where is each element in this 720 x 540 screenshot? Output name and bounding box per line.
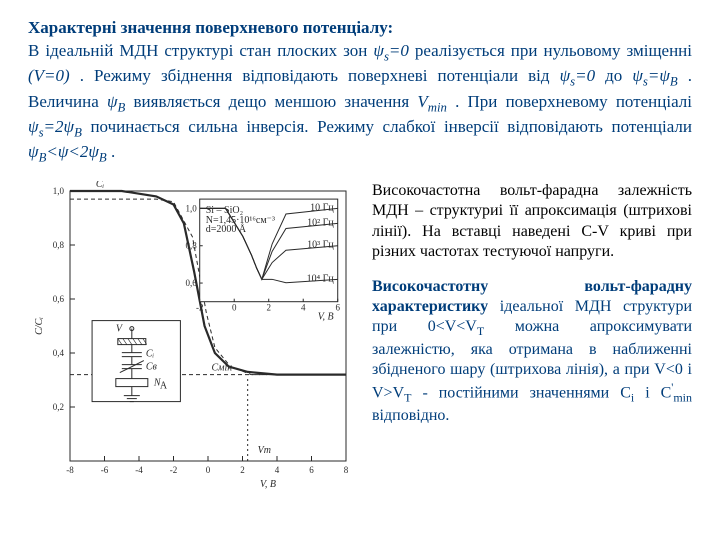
text-to: до: [605, 66, 632, 85]
svg-text:0,6: 0,6: [53, 294, 65, 304]
text-frag: виявляється дещо меншою значення: [134, 92, 418, 111]
svg-text:1,0: 1,0: [53, 186, 65, 196]
svg-text:d=2000 Å: d=2000 Å: [206, 223, 247, 235]
svg-text:8: 8: [344, 465, 349, 475]
psi-s0: ψs=0: [560, 66, 596, 85]
svg-text:Cᵢ: Cᵢ: [146, 348, 155, 359]
text-frag: починається сильна інверсія. Режиму слаб…: [90, 117, 692, 136]
svg-text:6: 6: [309, 465, 314, 475]
svg-text:Cмін: Cмін: [211, 362, 232, 373]
caption-text: відповідно.: [372, 407, 449, 424]
text-period: .: [111, 142, 115, 161]
svg-text:0,8: 0,8: [53, 240, 65, 250]
text-frag: реалізується при нульовому зміщенні: [415, 41, 692, 60]
svg-text:0: 0: [206, 465, 211, 475]
svg-text:6: 6: [335, 302, 340, 312]
svg-text:2: 2: [240, 465, 245, 475]
psi-range: ψB<ψ<2ψB: [28, 142, 107, 161]
main-paragraph: В ідеальній МДН структурі стан плоских з…: [28, 40, 692, 167]
v-zero: (V=0): [28, 66, 70, 85]
svg-text:A: A: [160, 380, 168, 391]
svg-text:Vт: Vт: [258, 445, 271, 456]
psi-b: ψB: [107, 92, 125, 111]
text-frag: В ідеальній МДН структурі стан плоских з…: [28, 41, 373, 60]
svg-text:2: 2: [266, 302, 271, 312]
caption-text: і C: [645, 384, 671, 401]
vt-sub2: T: [404, 390, 411, 404]
svg-text:Cᵢ: Cᵢ: [96, 181, 105, 190]
svg-text:4: 4: [275, 465, 280, 475]
ci-sub: i: [631, 390, 634, 404]
svg-text:-2: -2: [196, 302, 204, 312]
svg-text:V, B: V, B: [260, 479, 276, 490]
psi2b: ψs=2ψB: [28, 117, 82, 136]
psi-psib: ψs=ψB: [632, 66, 677, 85]
svg-text:0,8: 0,8: [185, 240, 197, 250]
svg-text:Cв: Cв: [146, 361, 158, 372]
svg-text:0: 0: [232, 302, 237, 312]
text-frag: . При поверхневому потенціалі: [455, 92, 692, 111]
svg-text:0,4: 0,4: [53, 348, 65, 358]
svg-text:-6: -6: [101, 465, 109, 475]
cv-figure: -8 -6 -4 -2 0 2 4 6 8 V, B 0,2 0,4 0,6 0,8 1,0 C/Cᵢ Cмін…: [28, 181, 358, 496]
svg-text:0,6: 0,6: [185, 278, 197, 288]
svg-text:10⁴ Гц: 10⁴ Гц: [307, 273, 335, 284]
psi-s: ψs=0: [373, 41, 409, 60]
svg-text:0,2: 0,2: [53, 402, 64, 412]
svg-text:10² Гц: 10² Гц: [307, 217, 334, 228]
svg-text:1,0: 1,0: [185, 203, 197, 213]
text-frag: . Режиму збіднення відповідають поверхне…: [80, 66, 560, 85]
svg-text:10³ Гц: 10³ Гц: [307, 239, 334, 250]
svg-text:C/Cᵢ: C/Cᵢ: [34, 316, 45, 334]
vt-sub: T: [477, 325, 484, 339]
vmin: Vmin: [417, 92, 447, 111]
svg-text:V, B: V, B: [318, 311, 334, 322]
svg-text:-2: -2: [170, 465, 178, 475]
svg-text:4: 4: [301, 302, 306, 312]
cmin-sub: min: [673, 390, 692, 404]
figure-caption-top: Високочастотна вольт-фарадна залежність …: [372, 181, 692, 263]
svg-text:-8: -8: [66, 465, 74, 475]
svg-text:10 Гц: 10 Гц: [310, 202, 334, 213]
page-title: Характерні значення поверхневого потенці…: [28, 18, 692, 38]
figure-caption-bottom: Високочастотну вольт-фарадну характерист…: [372, 277, 692, 427]
svg-text:-4: -4: [135, 465, 143, 475]
caption-text: - постійними значеннями C: [422, 384, 630, 401]
